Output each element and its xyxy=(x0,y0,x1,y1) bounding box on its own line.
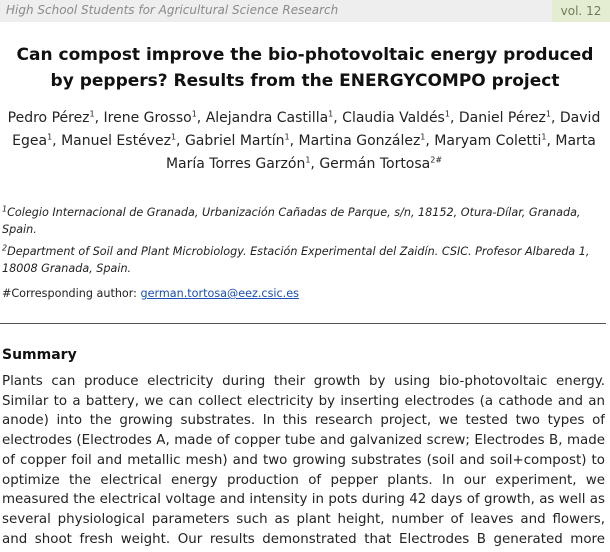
author-name: Martina González xyxy=(298,133,421,149)
author-affiliation-mark: 1 xyxy=(89,109,95,119)
volume-badge: vol. 12 xyxy=(552,0,610,22)
corresponding-label: #Corresponding author: xyxy=(2,287,141,300)
affiliation-2-mark: 2 xyxy=(2,243,8,253)
author-name: Alejandra Castilla xyxy=(205,110,329,126)
corresponding-author: #Corresponding author: german.tortosa@ee… xyxy=(2,287,299,300)
affiliation-1-mark: 1 xyxy=(2,204,8,214)
author-name: Germán Tortosa xyxy=(319,156,431,172)
author-name: Pedro Pérez xyxy=(7,110,90,126)
author-affiliation-mark: 1 xyxy=(284,132,290,142)
paper-title: Can compost improve the bio-photovoltaic… xyxy=(16,45,594,91)
affiliation-1: 1Colegio Internacional de Granada, Urban… xyxy=(2,204,606,238)
section-divider xyxy=(0,323,606,324)
author-name: David Egea xyxy=(12,110,601,149)
author-affiliation-mark: 1 xyxy=(541,132,547,142)
affiliation-1-text: Colegio Internacional de Granada, Urbani… xyxy=(2,206,581,236)
corresponding-email-link[interactable]: german.tortosa@eez.csic.es xyxy=(140,287,299,300)
author-list: Pedro Pérez1, Irene Grosso1, Alejandra C… xyxy=(7,109,601,172)
affiliation-2-text: Department of Soil and Plant Microbiolog… xyxy=(2,245,590,275)
author-name: Gabriel Martín xyxy=(184,133,285,149)
author-affiliation-mark: 1 xyxy=(47,132,53,142)
author-affiliation-mark: 1 xyxy=(444,109,450,119)
author-affiliation-mark: 1 xyxy=(420,132,426,142)
author-affiliation-mark: 2# xyxy=(430,155,443,165)
author-affiliation-mark: 1 xyxy=(191,109,197,119)
author-affiliation-mark: 1 xyxy=(328,109,334,119)
author-name: Daniel Pérez xyxy=(458,110,546,126)
author-affiliation-mark: 1 xyxy=(170,132,177,142)
author-name: Claudia Valdés xyxy=(342,110,445,126)
summary-heading: Summary xyxy=(2,347,77,363)
affiliation-2: 2Department of Soil and Plant Microbiolo… xyxy=(2,243,606,277)
journal-name: High School Students for Agricultural Sc… xyxy=(6,3,339,17)
author-affiliation-mark: 1 xyxy=(305,155,311,165)
author-name: Manuel Estévez xyxy=(61,133,171,149)
journal-header: High School Students for Agricultural Sc… xyxy=(0,0,610,22)
summary-text: Plants can produce electricity during th… xyxy=(2,374,605,552)
author-affiliation-mark: 1 xyxy=(545,109,551,119)
author-name: Maryam Coletti xyxy=(434,133,542,149)
author-name: Marta María Torres Garzón xyxy=(165,133,596,172)
author-name: Irene Grosso xyxy=(103,110,192,126)
